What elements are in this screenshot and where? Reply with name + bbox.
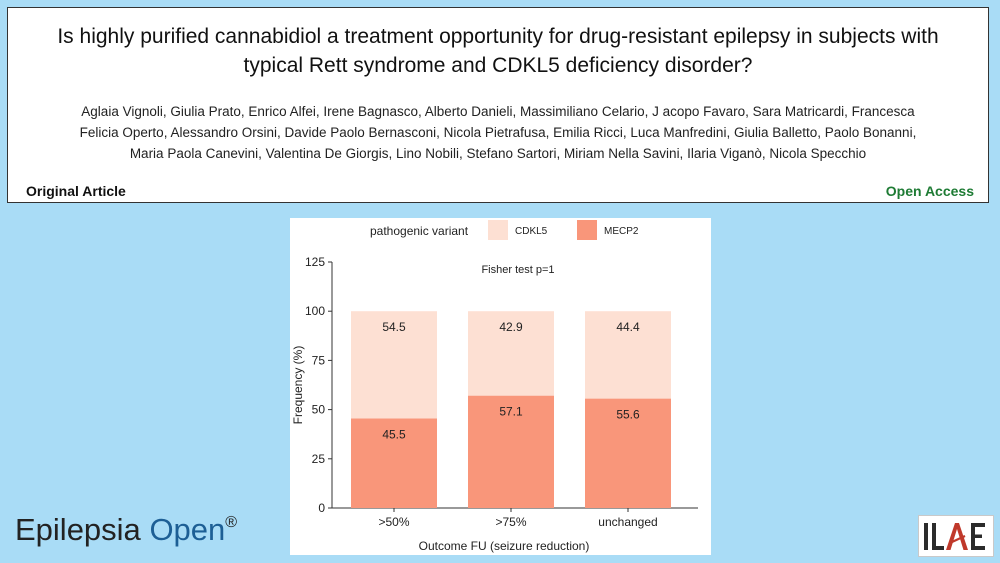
x-tick-label: >50% <box>378 515 409 529</box>
journal-name-open: Open <box>149 512 226 547</box>
registered-mark: ® <box>225 514 238 531</box>
chart-annotation: Fisher test p=1 <box>481 264 554 276</box>
ilae-logo-graphic <box>924 523 985 550</box>
bar-mecp2 <box>468 395 554 508</box>
legend-label-cdkl5: CDKL5 <box>515 226 548 237</box>
bar-mecp2 <box>351 418 437 508</box>
y-tick-label: 25 <box>312 452 326 466</box>
bar-value-label: 45.5 <box>382 427 406 441</box>
legend-title: pathogenic variant <box>370 224 469 238</box>
bar-value-label: 44.4 <box>616 320 640 334</box>
x-axis-label: Outcome FU (seizure reduction) <box>419 539 590 553</box>
chart-panel: 0 25 50 75 100 125 Frequency (%) 45.5 54.5 >50% 57… <box>290 218 711 555</box>
legend-label-mecp2: MECP2 <box>604 226 639 237</box>
x-tick-label: unchanged <box>598 515 657 529</box>
x-tick-label: >75% <box>495 515 526 529</box>
open-access-label: Open Access <box>885 183 974 199</box>
bar-cdkl5 <box>468 311 554 396</box>
y-tick-label: 75 <box>312 353 326 367</box>
stacked-bar-chart: 0 25 50 75 100 125 Frequency (%) 45.5 54.5 >50% 57… <box>291 220 698 553</box>
journal-logo: Epilepsia Open® <box>15 512 237 548</box>
article-type-label: Original Article <box>26 183 126 199</box>
bar-cdkl5 <box>351 311 437 419</box>
legend-swatch-cdkl5 <box>488 220 508 240</box>
y-tick-label: 50 <box>312 403 326 417</box>
bar-mecp2 <box>585 398 671 508</box>
bar-cdkl5 <box>585 311 671 399</box>
author-list: Aglaia Vignoli, Giulia Prato, Enrico Alf… <box>79 104 917 161</box>
journal-name-epilepsia: Epilepsia <box>15 512 141 547</box>
bar-value-label: 42.9 <box>499 320 523 334</box>
y-tick-label: 0 <box>318 501 325 515</box>
y-tick-label: 125 <box>305 255 325 269</box>
legend-swatch-mecp2 <box>577 220 597 240</box>
bar-value-label: 57.1 <box>499 405 523 419</box>
y-tick-label: 100 <box>305 304 325 318</box>
y-axis-label: Frequency (%) <box>291 346 305 425</box>
article-title: Is highly purified cannabidiol a treatme… <box>57 25 939 77</box>
bar-value-label: 55.6 <box>616 408 640 422</box>
bar-value-label: 54.5 <box>382 320 406 334</box>
article-header: Is highly purified cannabidiol a treatme… <box>7 7 989 203</box>
ilae-logo <box>918 515 994 557</box>
